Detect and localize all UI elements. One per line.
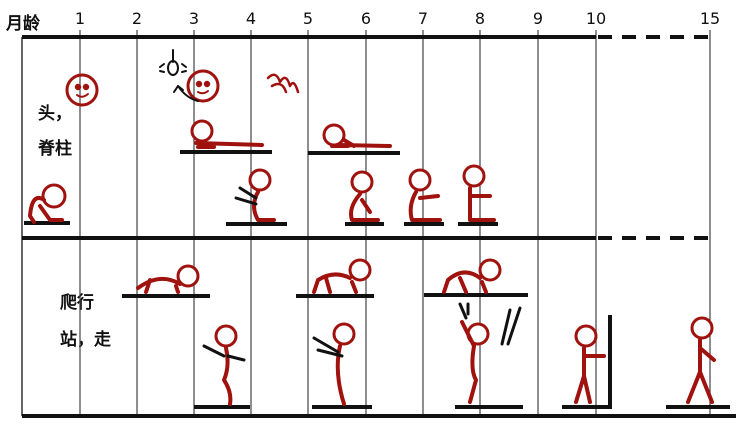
month-label-1: 1 xyxy=(75,9,85,28)
figure-month8-stand xyxy=(458,302,522,404)
figure-month5-prone xyxy=(322,123,392,148)
rattle-icon xyxy=(159,49,187,76)
month-label-15: 15 xyxy=(700,9,720,28)
figure-month2-crawl xyxy=(136,264,200,294)
figures xyxy=(28,49,716,406)
row-label-crawl: 爬行 xyxy=(60,293,94,313)
month-label-8: 8 xyxy=(475,9,485,28)
row-label-stand-walk: 站，走 xyxy=(60,330,111,350)
month-label-4: 4 xyxy=(246,9,256,28)
row-label-spine: 脊柱 xyxy=(38,139,72,159)
month-label-7: 7 xyxy=(418,9,428,28)
figure-month3-prone xyxy=(190,119,264,149)
figure-month5-stand xyxy=(312,322,356,406)
figure-month6-sit xyxy=(349,170,380,222)
figure-month1-sit xyxy=(28,183,67,224)
figure-month3-stand xyxy=(202,324,246,406)
month-labels: 1 2 3 4 5 6 7 8 9 10 15 xyxy=(75,9,720,28)
figure-month7-sit xyxy=(408,168,442,222)
figure-month7-crawl xyxy=(442,258,502,294)
month-label-2: 2 xyxy=(132,9,142,28)
band-lines xyxy=(22,35,736,418)
face-month1 xyxy=(65,73,99,107)
figure-month15-walk xyxy=(686,316,716,404)
figure-month10-stand xyxy=(574,324,606,404)
axis-title: 月龄 xyxy=(6,14,40,34)
figure-month5-crawl xyxy=(312,258,372,294)
month-label-6: 6 xyxy=(361,9,371,28)
mats xyxy=(24,150,730,409)
figure-month4-sit xyxy=(234,168,276,222)
row-label-head: 头， xyxy=(38,104,72,124)
month-label-9: 9 xyxy=(533,9,543,28)
month-label-5: 5 xyxy=(303,9,313,28)
figure-month8-sit xyxy=(462,164,496,222)
month-label-10: 10 xyxy=(586,9,606,28)
squiggle-icon xyxy=(266,73,300,94)
month-label-3: 3 xyxy=(189,9,199,28)
face-month3 xyxy=(173,69,220,103)
